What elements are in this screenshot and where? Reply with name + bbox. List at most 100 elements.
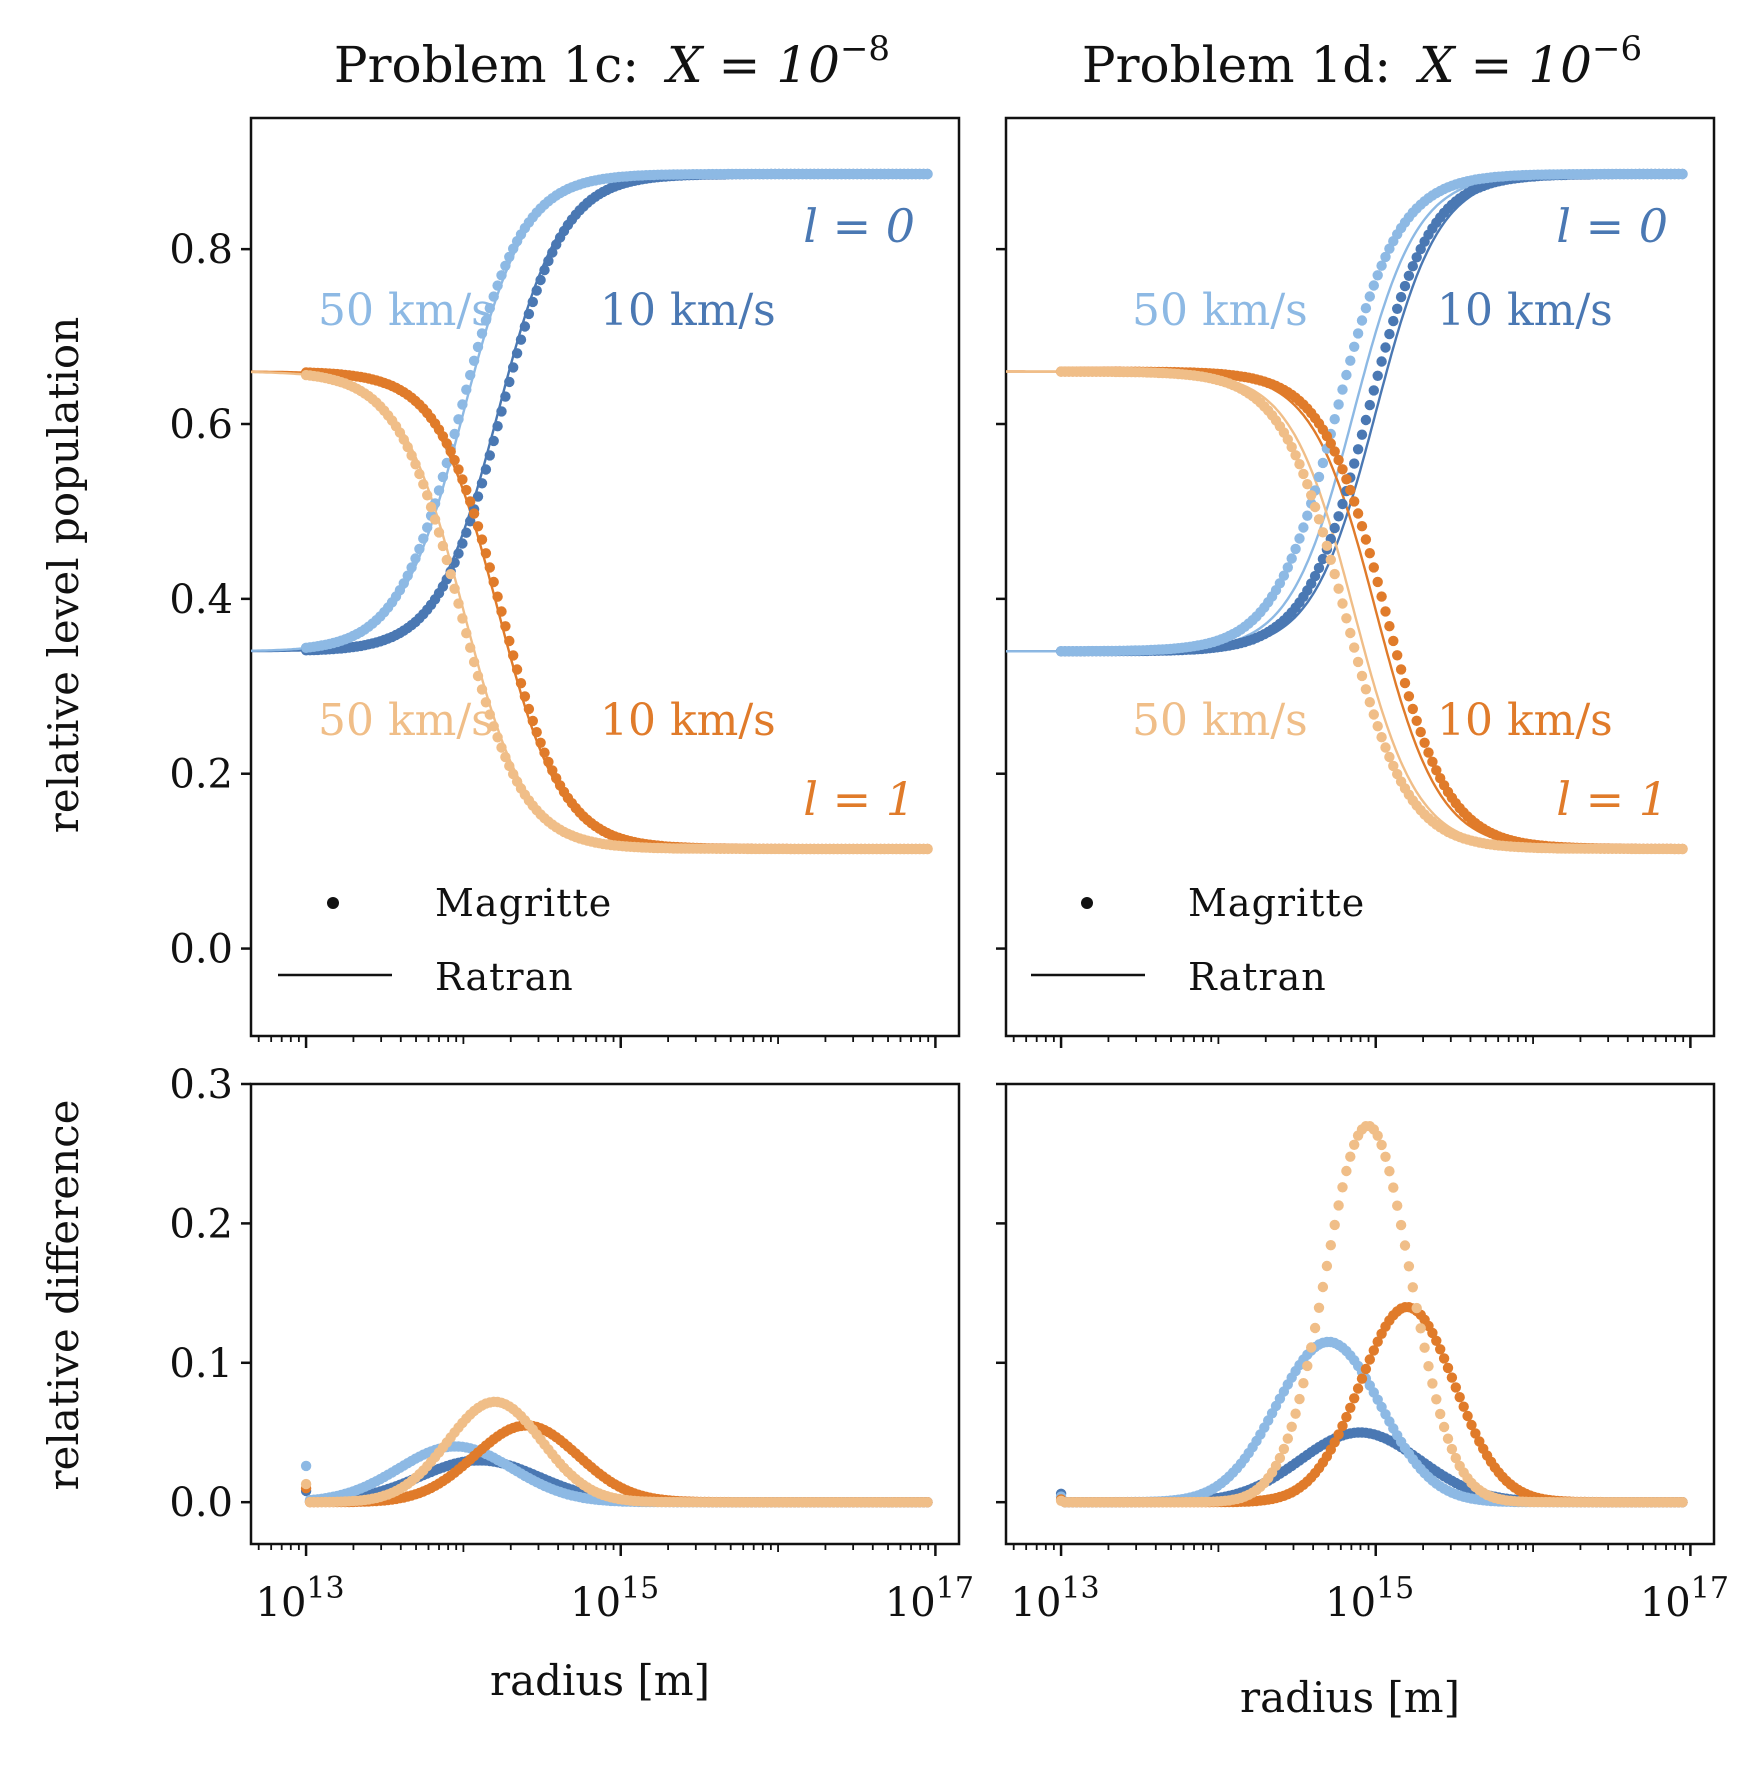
- diff-point: [1388, 1182, 1399, 1193]
- magritte-point: [1372, 270, 1383, 281]
- y-tick-label: 0.4: [169, 577, 233, 623]
- diff-point: [1298, 1378, 1309, 1389]
- magritte-point: [531, 285, 542, 296]
- magritte-point: [543, 756, 554, 768]
- magritte-point: [480, 548, 492, 559]
- magritte-point: [539, 264, 550, 276]
- y-tick-label: 0.0: [169, 1480, 233, 1526]
- magritte-point: [1364, 291, 1376, 302]
- y-tick-label: 0.8: [169, 227, 233, 273]
- diff-point: [1341, 1165, 1352, 1177]
- magritte-point: [496, 606, 507, 617]
- diff-point: [1356, 1373, 1368, 1384]
- magritte-point: [468, 355, 480, 366]
- magritte-point: [1356, 670, 1368, 682]
- magritte-point: [1360, 303, 1372, 314]
- magritte-point: [445, 446, 456, 457]
- annot-l0-right: l = 0: [1556, 199, 1668, 253]
- magritte-point: [422, 522, 433, 533]
- annot-10-l1-left: 10 km/s: [600, 695, 776, 746]
- annot-l1-right: l = 1: [1556, 772, 1668, 826]
- magritte-point: [476, 478, 488, 489]
- y-tick-label: 0.1: [169, 1341, 233, 1387]
- magritte-point: [1349, 642, 1360, 653]
- y-tick-label: 0.2: [169, 752, 233, 798]
- magritte-point: [1313, 562, 1325, 574]
- panel-top-right: [996, 116, 1716, 1048]
- x-tick-label: 1013: [256, 1571, 345, 1626]
- magritte-point: [484, 303, 495, 314]
- magritte-point: [480, 697, 492, 708]
- annot-10-l1-right: 10 km/s: [1437, 695, 1613, 746]
- xlabel-left: radius [m]: [490, 1656, 710, 1705]
- magritte-point: [1384, 621, 1395, 632]
- diff-point: [1306, 1342, 1317, 1353]
- magritte-point: [535, 737, 546, 748]
- magritte-point: [535, 274, 546, 286]
- diff-point: [1407, 1282, 1419, 1293]
- annot-l0-left: l = 0: [803, 199, 915, 253]
- magritte-point: [418, 479, 429, 490]
- magritte-point: [480, 315, 492, 326]
- magritte-point: [425, 501, 437, 513]
- magritte-point: [453, 414, 464, 425]
- diff-point: [1333, 1200, 1344, 1211]
- diff-point: [1349, 1139, 1360, 1151]
- magritte-point: [1411, 252, 1422, 263]
- magritte-point: [1337, 384, 1348, 395]
- diff-point: [1435, 1408, 1446, 1420]
- magritte-point: [488, 435, 499, 447]
- magritte-point: [1333, 454, 1344, 466]
- magritte-point: [429, 514, 441, 525]
- magritte-point: [476, 534, 488, 545]
- diff-point: [1278, 1443, 1290, 1455]
- magritte-point: [1290, 543, 1301, 555]
- diff-point: [1270, 1460, 1282, 1472]
- diff-point: [1321, 1260, 1333, 1272]
- magritte-point: [1309, 570, 1321, 582]
- diff-point: [1450, 1382, 1462, 1393]
- magritte-point: [1415, 726, 1426, 738]
- magritte-point: [1352, 328, 1364, 339]
- magritte-point: [472, 341, 484, 353]
- diff-point: [1274, 1452, 1286, 1464]
- magritte-point: [457, 538, 468, 549]
- magritte-point: [410, 553, 421, 564]
- diff-point: [1458, 1401, 1469, 1412]
- title-left: Problem 1c: X = 10−8: [334, 29, 890, 94]
- magritte-point: [1329, 568, 1340, 580]
- magritte-point: [504, 760, 515, 772]
- legend-label-magritte-right: Magritte: [1188, 881, 1365, 925]
- magritte-point: [1423, 747, 1434, 758]
- ylabel-top: relative level population: [39, 317, 88, 834]
- magritte-point: [1399, 677, 1411, 689]
- x-tick-label: 1013: [1011, 1571, 1100, 1626]
- diff-point: [1364, 1354, 1376, 1365]
- magritte-point: [1321, 540, 1333, 551]
- magritte-point: [410, 459, 421, 470]
- annotations-top-left: l = 0 l = 1 50 km/s 10 km/s 50 km/s 10 k…: [318, 199, 915, 826]
- diff-point: [1380, 1151, 1391, 1163]
- magritte-point: [547, 247, 558, 258]
- magritte-point: [465, 516, 476, 527]
- diff-point: [1329, 1437, 1340, 1448]
- magritte-point: [1306, 490, 1317, 501]
- diff-point: [922, 1497, 933, 1508]
- magritte-point: [1392, 650, 1403, 661]
- magritte-point: [1388, 315, 1399, 327]
- diff-point: [1427, 1327, 1438, 1339]
- magritte-point: [449, 583, 460, 594]
- diff-point: [1411, 1302, 1422, 1314]
- diff-point: [1446, 1372, 1458, 1383]
- diff-point: [1352, 1383, 1364, 1394]
- diff-point: [1677, 1497, 1688, 1508]
- magritte-point: [1325, 438, 1337, 449]
- legend-marker-magritte-right: [1081, 897, 1093, 909]
- diff-point: [1372, 1336, 1383, 1347]
- magritte-point: [465, 642, 476, 653]
- magritte-point: [1380, 742, 1391, 753]
- diff-point: [1462, 1410, 1473, 1422]
- magritte-point: [1364, 399, 1376, 411]
- magritte-point: [445, 569, 456, 580]
